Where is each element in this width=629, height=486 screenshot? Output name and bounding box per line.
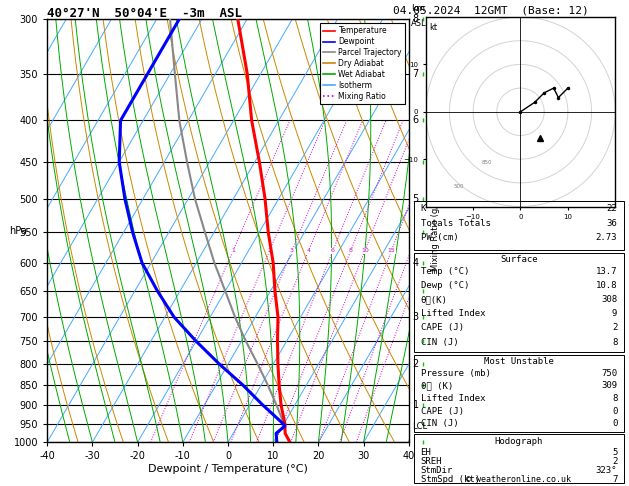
Text: StmDir: StmDir	[421, 466, 453, 475]
Text: Dewp (°C): Dewp (°C)	[421, 281, 469, 290]
Legend: Temperature, Dewpoint, Parcel Trajectory, Dry Adiabat, Wet Adiabat, Isotherm, Mi: Temperature, Dewpoint, Parcel Trajectory…	[320, 23, 405, 104]
Text: 8: 8	[413, 15, 418, 24]
Text: Lifted Index: Lifted Index	[421, 394, 485, 403]
Text: CIN (J): CIN (J)	[421, 338, 458, 347]
Text: 750: 750	[601, 369, 617, 378]
Text: θᴄ (K): θᴄ (K)	[421, 381, 453, 390]
Text: Totals Totals: Totals Totals	[421, 219, 491, 227]
Text: Surface: Surface	[500, 256, 538, 264]
Text: kt: kt	[430, 23, 438, 32]
Text: 15: 15	[387, 248, 395, 254]
Text: CAPE (J): CAPE (J)	[421, 323, 464, 332]
Text: 7: 7	[413, 69, 419, 79]
Text: 04.05.2024  12GMT  (Base: 12): 04.05.2024 12GMT (Base: 12)	[392, 6, 589, 16]
Text: 309: 309	[601, 381, 617, 390]
Text: Temp (°C): Temp (°C)	[421, 267, 469, 276]
Text: Lifted Index: Lifted Index	[421, 309, 485, 318]
Text: PW (cm): PW (cm)	[421, 233, 458, 243]
Text: 40°27'N  50°04'E  -3m  ASL: 40°27'N 50°04'E -3m ASL	[47, 7, 242, 20]
Text: 7: 7	[612, 475, 617, 484]
Text: 8: 8	[612, 338, 617, 347]
Text: 2.73: 2.73	[596, 233, 617, 243]
Text: 9: 9	[612, 309, 617, 318]
Text: SREH: SREH	[421, 457, 442, 466]
Text: Hodograph: Hodograph	[495, 437, 543, 446]
Text: 5: 5	[413, 194, 419, 204]
Text: CIN (J): CIN (J)	[421, 419, 458, 428]
Text: 2: 2	[267, 248, 271, 254]
Text: 1: 1	[231, 248, 235, 254]
Text: Mixing Ratio (g/kg): Mixing Ratio (g/kg)	[431, 191, 440, 271]
Text: K: K	[421, 204, 426, 213]
Text: km: km	[411, 4, 425, 13]
Text: 1: 1	[413, 400, 418, 410]
Text: 4: 4	[306, 248, 311, 254]
Text: θᴄ(K): θᴄ(K)	[421, 295, 447, 304]
Text: 13.7: 13.7	[596, 267, 617, 276]
Text: 10.8: 10.8	[596, 281, 617, 290]
Text: hPa: hPa	[9, 226, 27, 236]
Text: 308: 308	[601, 295, 617, 304]
Text: StmSpd (kt): StmSpd (kt)	[421, 475, 480, 484]
Text: 2: 2	[413, 359, 419, 369]
Text: 2: 2	[612, 323, 617, 332]
Text: 850: 850	[482, 160, 493, 165]
Text: 3: 3	[413, 312, 418, 322]
Text: 8: 8	[348, 248, 352, 254]
Text: LCL: LCL	[413, 421, 428, 431]
Text: ASL: ASL	[411, 19, 426, 29]
Text: 10: 10	[361, 248, 369, 254]
Text: 2: 2	[612, 457, 617, 466]
Text: Most Unstable: Most Unstable	[484, 358, 554, 366]
Text: 22: 22	[606, 204, 617, 213]
Text: © weatheronline.co.uk: © weatheronline.co.uk	[467, 474, 571, 484]
Text: 0: 0	[612, 406, 617, 416]
Text: 500: 500	[454, 184, 464, 189]
Text: 323°: 323°	[596, 466, 617, 475]
Text: 0: 0	[612, 419, 617, 428]
Text: Pressure (mb): Pressure (mb)	[421, 369, 491, 378]
Text: 4: 4	[413, 258, 418, 268]
Text: 5: 5	[612, 448, 617, 457]
Text: 36: 36	[606, 219, 617, 227]
Text: 8: 8	[612, 394, 617, 403]
X-axis label: Dewpoint / Temperature (°C): Dewpoint / Temperature (°C)	[148, 464, 308, 474]
Text: EH: EH	[421, 448, 431, 457]
Text: 6: 6	[331, 248, 335, 254]
Text: 6: 6	[413, 116, 418, 125]
Text: 3: 3	[290, 248, 294, 254]
Text: CAPE (J): CAPE (J)	[421, 406, 464, 416]
